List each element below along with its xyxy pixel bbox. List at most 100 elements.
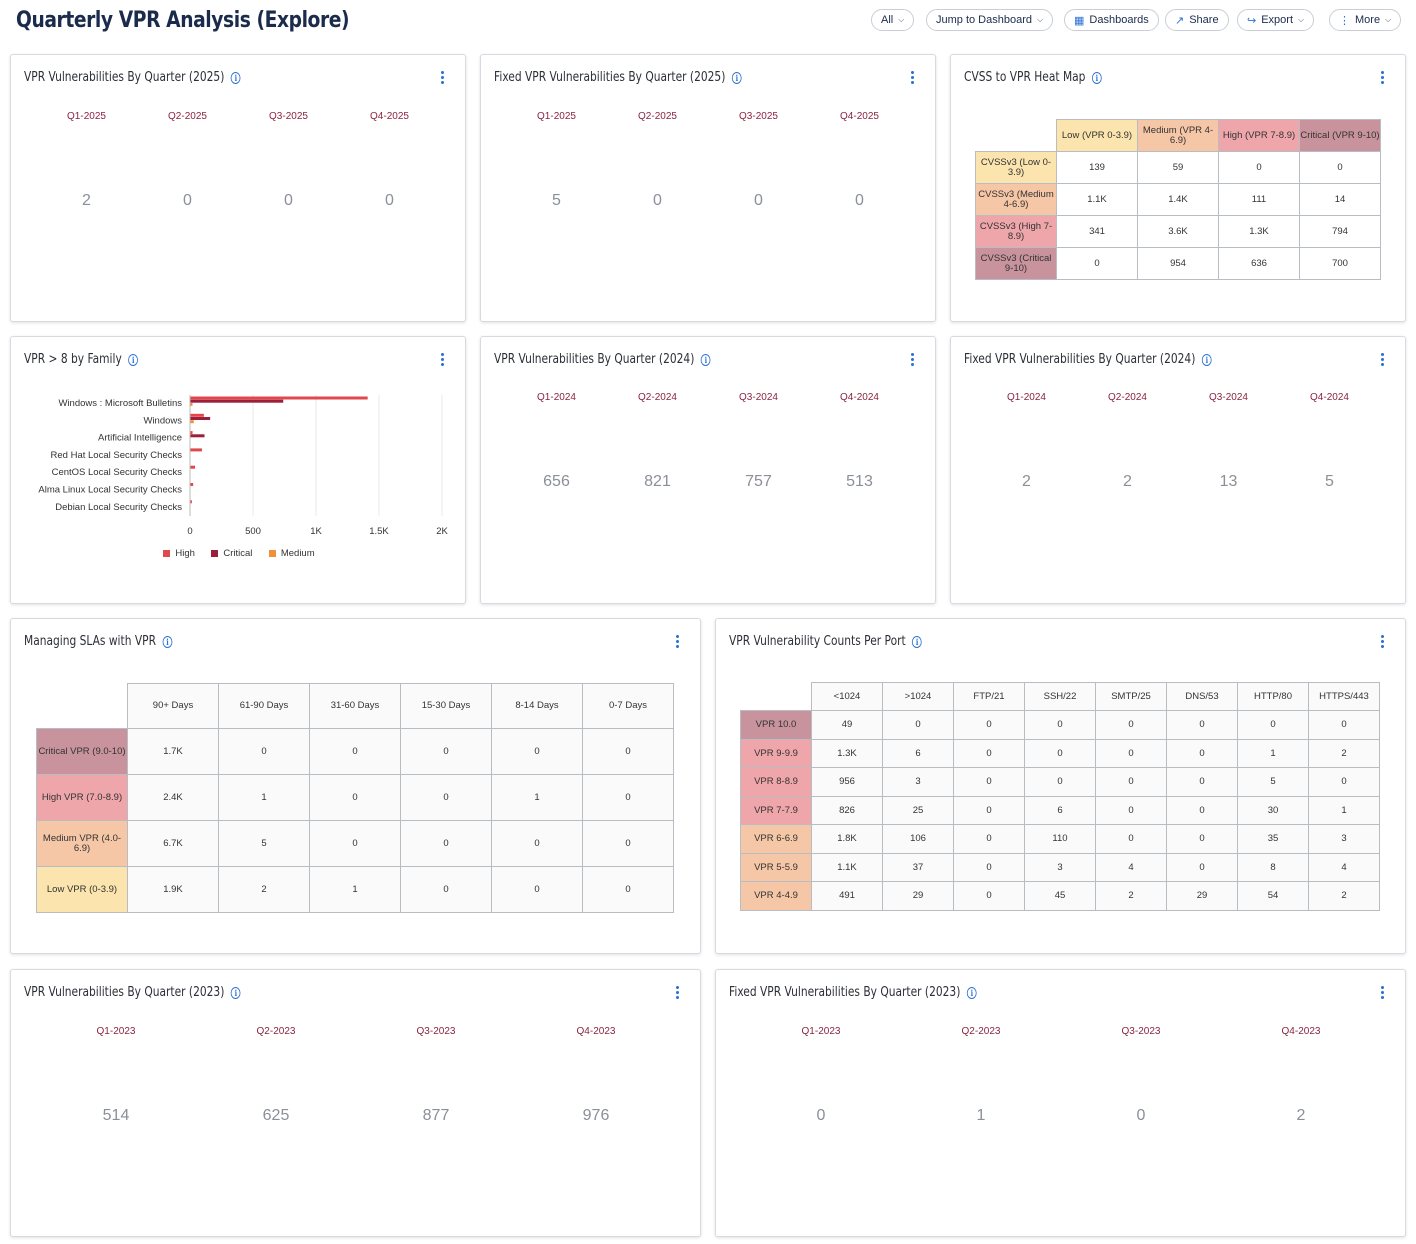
table-cell[interactable]: 954 [1137, 247, 1219, 280]
table-cell[interactable]: 1 [218, 774, 310, 821]
quarter-value[interactable]: 656 [543, 473, 570, 490]
table-cell[interactable]: 0 [953, 824, 1025, 854]
table-cell[interactable]: 6 [1024, 795, 1096, 825]
table-cell[interactable]: 0 [953, 852, 1025, 882]
quarter-value[interactable]: 0 [855, 192, 864, 209]
table-cell[interactable]: 0 [582, 774, 674, 821]
table-cell[interactable]: 30 [1237, 795, 1309, 825]
table-cell[interactable]: 341 [1056, 215, 1138, 248]
table-cell[interactable]: 0 [1056, 247, 1138, 280]
quarter-value[interactable]: 2 [1123, 473, 1132, 490]
table-cell[interactable]: 0 [1299, 151, 1381, 184]
table-cell[interactable]: 1.9K [127, 866, 219, 913]
table-cell[interactable]: 0 [400, 820, 492, 867]
jump-to-dashboard-button[interactable]: Jump to Dashboard ⌵ [926, 9, 1054, 31]
quarter-value[interactable]: 0 [1136, 1107, 1146, 1124]
card-menu-icon[interactable] [909, 353, 915, 366]
table-cell[interactable]: 794 [1299, 215, 1381, 248]
info-icon[interactable]: i [230, 71, 241, 84]
table-cell[interactable]: 29 [882, 881, 954, 911]
info-icon[interactable]: i [1091, 71, 1102, 84]
table-cell[interactable]: 0 [491, 866, 583, 913]
table-cell[interactable]: 636 [1218, 247, 1300, 280]
table-cell[interactable]: 106 [882, 824, 954, 854]
card-menu-icon[interactable] [439, 353, 445, 366]
table-cell[interactable]: 54 [1237, 881, 1309, 911]
info-icon[interactable]: i [162, 635, 173, 648]
quarter-value[interactable]: 0 [183, 192, 192, 209]
card-menu-icon[interactable] [909, 71, 915, 84]
table-cell[interactable]: 5 [218, 820, 310, 867]
table-cell[interactable]: 1 [491, 774, 583, 821]
table-cell[interactable]: 826 [811, 795, 883, 825]
filter-all-button[interactable]: All ⌵ [871, 9, 915, 31]
table-cell[interactable]: 0 [1095, 710, 1167, 740]
table-cell[interactable]: 0 [882, 710, 954, 740]
quarter-value[interactable]: 821 [644, 473, 671, 490]
quarter-value[interactable]: 1 [976, 1107, 986, 1124]
table-cell[interactable]: 0 [1024, 738, 1096, 768]
quarter-value[interactable]: 625 [262, 1107, 290, 1124]
table-cell[interactable]: 0 [309, 774, 401, 821]
info-icon[interactable]: i [230, 986, 241, 999]
table-cell[interactable]: 0 [1095, 824, 1167, 854]
table-cell[interactable]: 2 [1308, 738, 1380, 768]
table-cell[interactable]: 0 [400, 728, 492, 775]
share-button[interactable]: ↗ Share [1165, 9, 1229, 31]
table-cell[interactable]: 0 [1166, 824, 1238, 854]
table-cell[interactable]: 5 [1237, 767, 1309, 797]
card-menu-icon[interactable] [674, 635, 680, 648]
table-cell[interactable]: 4 [1308, 852, 1380, 882]
table-cell[interactable]: 45 [1024, 881, 1096, 911]
table-cell[interactable]: 3 [882, 767, 954, 797]
legend-item-medium[interactable]: Medium [268, 548, 315, 559]
quarter-value[interactable]: 877 [422, 1107, 450, 1124]
table-cell[interactable]: 0 [953, 710, 1025, 740]
table-cell[interactable]: 3 [1024, 852, 1096, 882]
quarter-value[interactable]: 2 [1296, 1107, 1306, 1124]
quarter-value[interactable]: 13 [1219, 473, 1238, 490]
table-cell[interactable]: 0 [1308, 767, 1380, 797]
table-cell[interactable]: 700 [1299, 247, 1381, 280]
table-cell[interactable]: 0 [953, 767, 1025, 797]
table-cell[interactable]: 8 [1237, 852, 1309, 882]
export-button[interactable]: ↪ Export ⌵ [1237, 9, 1315, 31]
table-cell[interactable]: 1.1K [811, 852, 883, 882]
table-cell[interactable]: 0 [1237, 710, 1309, 740]
table-cell[interactable]: 0 [1166, 710, 1238, 740]
table-cell[interactable]: 0 [953, 881, 1025, 911]
card-menu-icon[interactable] [1379, 71, 1385, 84]
table-cell[interactable]: 1.4K [1137, 183, 1219, 216]
table-cell[interactable]: 6 [882, 738, 954, 768]
table-cell[interactable]: 0 [1095, 738, 1167, 768]
quarter-value[interactable]: 0 [816, 1107, 826, 1124]
table-cell[interactable]: 0 [1095, 767, 1167, 797]
quarter-value[interactable]: 5 [552, 192, 561, 209]
table-cell[interactable]: 25 [882, 795, 954, 825]
table-cell[interactable]: 0 [1095, 795, 1167, 825]
quarter-value[interactable]: 0 [385, 192, 394, 209]
table-cell[interactable]: 2.4K [127, 774, 219, 821]
table-cell[interactable]: 0 [1166, 795, 1238, 825]
table-cell[interactable]: 0 [1308, 710, 1380, 740]
table-cell[interactable]: 0 [400, 866, 492, 913]
table-cell[interactable]: 3 [1308, 824, 1380, 854]
table-cell[interactable]: 0 [309, 728, 401, 775]
table-cell[interactable]: 1.3K [811, 738, 883, 768]
card-menu-icon[interactable] [1379, 986, 1385, 999]
quarter-value[interactable]: 513 [846, 473, 873, 490]
table-cell[interactable]: 1.1K [1056, 183, 1138, 216]
table-cell[interactable]: 0 [1166, 852, 1238, 882]
quarter-value[interactable]: 5 [1325, 473, 1334, 490]
table-cell[interactable]: 0 [582, 820, 674, 867]
info-icon[interactable]: i [966, 986, 977, 999]
table-cell[interactable]: 59 [1137, 151, 1219, 184]
table-cell[interactable]: 6.7K [127, 820, 219, 867]
table-cell[interactable]: 111 [1218, 183, 1300, 216]
table-cell[interactable]: 37 [882, 852, 954, 882]
quarter-value[interactable]: 0 [653, 192, 662, 209]
card-menu-icon[interactable] [674, 986, 680, 999]
legend-item-critical[interactable]: Critical [211, 548, 252, 559]
table-cell[interactable]: 0 [1024, 767, 1096, 797]
table-cell[interactable]: 0 [582, 728, 674, 775]
